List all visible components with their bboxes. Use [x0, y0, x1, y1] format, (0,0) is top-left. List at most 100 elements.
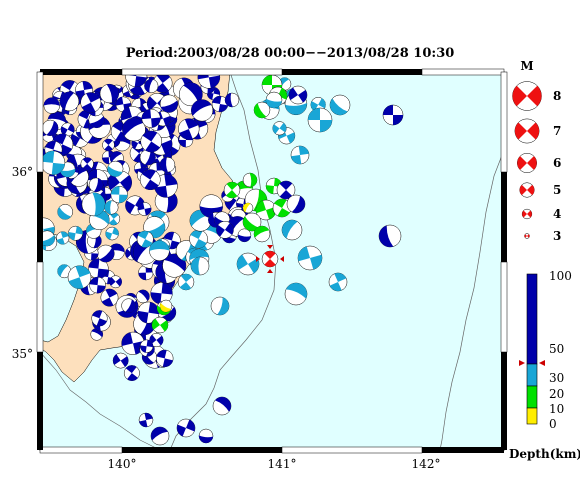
earthquake-marker: [125, 72, 148, 88]
trench-contour: [439, 149, 504, 450]
earthquake-marker: [224, 92, 240, 108]
magnitude-legend-ball-3: [524, 233, 530, 239]
highlighted-earthquake: [256, 245, 284, 273]
magnitude-legend-label: 4: [553, 207, 561, 221]
earthquake-marker: [382, 104, 404, 126]
earthquake-marker: [80, 157, 94, 171]
depth-tick-10: 10: [549, 402, 564, 416]
depth-marker-right: [539, 360, 545, 366]
earthquake-marker: [210, 296, 230, 316]
magnitude-legend-label: 6: [553, 156, 561, 170]
earthquake-marker: [105, 226, 119, 241]
earthquake-marker: [189, 229, 208, 249]
tokyo-bay: [40, 229, 85, 343]
earthquake-marker: [237, 228, 252, 243]
coast-contour: [40, 351, 161, 450]
earthquake-marker: [159, 299, 173, 313]
earthquake-marker: [223, 181, 241, 199]
earthquake-marker: [43, 97, 60, 114]
earthquake-marker: [149, 332, 164, 348]
earthquake-marker: [81, 192, 106, 217]
magnitude-legend-ball-5: [519, 182, 535, 198]
earthquake-marker: [60, 122, 75, 137]
earthquake-marker: [57, 204, 73, 220]
earthquake-marker: [212, 396, 232, 416]
earthquake-marker: [290, 145, 310, 165]
magnitude-legend-label: 5: [553, 183, 561, 197]
depth-tick-30: 30: [549, 371, 564, 385]
earthquake-marker: [159, 94, 179, 113]
earthquake-marker: [253, 101, 271, 119]
earthquake-marker: [242, 202, 254, 214]
map-title: Period:2003/08/28 00:00−−2013/08/28 10:3…: [125, 46, 455, 61]
magnitude-legend-ball-8: [512, 81, 542, 111]
earthquake-marker: [284, 282, 308, 306]
earthquake-marker: [177, 273, 195, 291]
earthquake-marker: [236, 252, 260, 276]
magnitude-legend-label: 3: [553, 229, 561, 243]
earthquake-marker: [144, 78, 159, 94]
earthquake-marker: [109, 275, 122, 289]
earthquake-marker: [137, 301, 160, 324]
depth-band-surface: [526, 407, 538, 425]
earthquake-marker: [139, 339, 154, 353]
earthquake-marker: [276, 180, 296, 200]
earthquake-marker: [99, 83, 120, 104]
depth-tick-50: 50: [549, 342, 564, 356]
earthquake-marker: [139, 149, 156, 166]
earthquake-marker: [141, 108, 161, 128]
earthquake-marker: [88, 111, 105, 129]
earthquake-marker: [88, 177, 104, 193]
earthquake-marker: [89, 276, 106, 294]
depth-band-mid: [526, 363, 538, 387]
depth-tick-20: 20: [549, 387, 564, 401]
earthquake-marker: [197, 72, 221, 89]
depth-contour: [169, 72, 277, 450]
earthquake-marker: [191, 99, 214, 122]
magnitude-legend-ball-6: [517, 153, 537, 173]
earthquake-marker: [242, 212, 262, 232]
earthquake-marker: [80, 92, 102, 113]
earthquake-marker: [281, 219, 303, 241]
earthquake-marker: [136, 230, 154, 248]
magnitude-legend-ball-4: [521, 208, 533, 220]
depth-band-deep: [526, 273, 538, 365]
earthquake-marker: [216, 221, 234, 239]
lon-label-140: 140°: [108, 457, 137, 471]
earthquake-marker: [40, 150, 66, 175]
magnitude-legend: M 8 7 6 5 4 3: [512, 59, 561, 243]
earthquake-marker: [329, 94, 351, 116]
magnitude-legend-header: M: [520, 59, 533, 73]
earthquake-marker: [150, 426, 170, 446]
earthquake-marker: [272, 121, 287, 136]
earthquake-marker: [253, 225, 271, 243]
earthquake-marker: [40, 230, 56, 247]
earthquake-marker: [378, 224, 402, 248]
earthquake-marker: [265, 91, 283, 109]
earthquake-marker: [198, 428, 214, 444]
earthquake-marker: [110, 186, 128, 204]
depth-band-shallow: [526, 385, 538, 409]
earthquake-marker: [107, 160, 124, 177]
earthquake-marker: [100, 288, 119, 307]
earthquake-marker: [42, 119, 59, 137]
earthquake-marker: [328, 272, 348, 292]
earthquake-marker: [96, 244, 115, 263]
earthquake-marker: [102, 138, 115, 152]
earthquake-marker: [138, 412, 154, 428]
earthquake-marker: [149, 240, 170, 261]
earthquake-marker: [272, 198, 292, 218]
earthquake-marker: [137, 202, 152, 216]
earthquake-marker: [176, 418, 196, 438]
earthquake-marker: [67, 265, 92, 289]
depth-tick-100: 100: [549, 269, 572, 283]
earthquake-marker: [56, 231, 70, 245]
earthquake-marker: [91, 310, 108, 327]
earthquake-marker: [140, 130, 163, 153]
earthquake-marker: [59, 91, 80, 112]
earthquake-marker: [123, 365, 140, 382]
earthquake-marker: [179, 82, 203, 107]
lon-label-142: 142°: [412, 457, 441, 471]
earthquake-marker: [297, 245, 323, 271]
